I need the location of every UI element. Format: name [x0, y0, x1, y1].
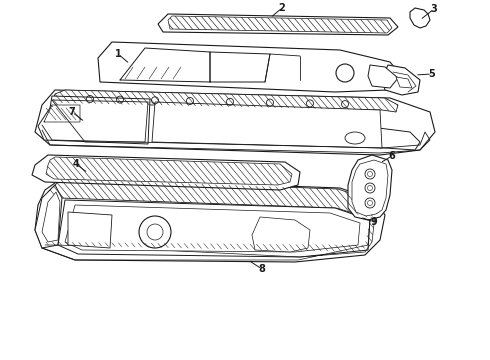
Polygon shape: [252, 217, 310, 252]
Text: 9: 9: [370, 217, 377, 227]
Polygon shape: [35, 185, 62, 248]
Polygon shape: [35, 90, 435, 155]
Polygon shape: [338, 125, 420, 150]
Polygon shape: [368, 65, 398, 88]
Text: 7: 7: [69, 107, 75, 117]
Polygon shape: [152, 102, 382, 148]
Polygon shape: [58, 200, 370, 257]
Polygon shape: [396, 77, 412, 88]
Polygon shape: [352, 160, 388, 216]
Text: 5: 5: [429, 69, 436, 79]
Polygon shape: [42, 192, 60, 242]
Polygon shape: [65, 205, 360, 252]
Polygon shape: [348, 155, 392, 220]
Polygon shape: [35, 178, 385, 262]
Polygon shape: [382, 65, 420, 95]
Polygon shape: [168, 16, 392, 33]
Polygon shape: [46, 157, 292, 185]
Text: 3: 3: [431, 4, 438, 14]
Text: 2: 2: [279, 3, 285, 13]
Polygon shape: [48, 179, 380, 218]
Text: 4: 4: [73, 159, 79, 169]
Polygon shape: [32, 155, 300, 190]
Text: 8: 8: [259, 264, 266, 274]
Text: 1: 1: [115, 49, 122, 59]
Text: 6: 6: [389, 151, 395, 161]
Polygon shape: [98, 42, 400, 92]
Polygon shape: [410, 8, 430, 28]
Polygon shape: [50, 90, 398, 112]
Polygon shape: [158, 14, 398, 35]
Polygon shape: [38, 96, 150, 144]
Polygon shape: [68, 212, 112, 248]
